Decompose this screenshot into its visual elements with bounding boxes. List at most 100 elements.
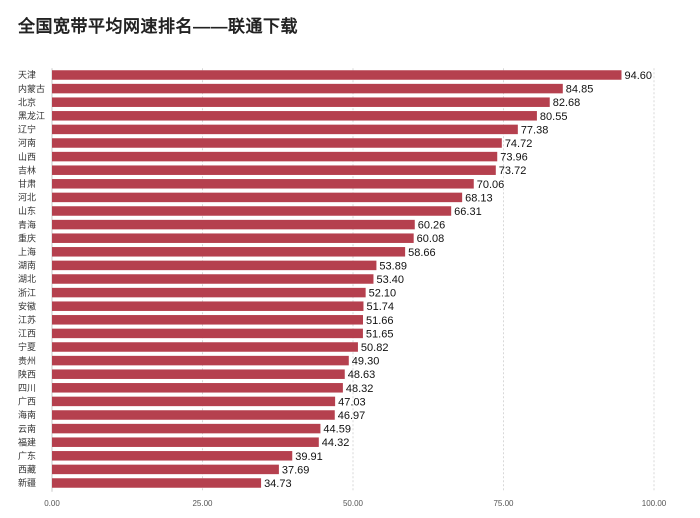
x-tick-label: 100.00 xyxy=(642,499,667,508)
value-label: 39.91 xyxy=(295,451,323,463)
bar xyxy=(52,410,335,420)
value-label: 34.73 xyxy=(264,478,292,490)
category-label: 四川 xyxy=(18,384,36,394)
value-label: 60.08 xyxy=(417,233,445,245)
category-label: 浙江 xyxy=(18,287,36,299)
category-label: 河南 xyxy=(18,137,36,149)
bar xyxy=(52,233,414,243)
bar xyxy=(52,260,377,271)
category-label: 青海 xyxy=(18,219,36,231)
value-label: 66.31 xyxy=(454,206,482,218)
value-label: 50.82 xyxy=(361,342,389,354)
category-label: 山东 xyxy=(18,205,36,217)
category-label: 江西 xyxy=(18,329,36,340)
category-label: 甘肃 xyxy=(18,178,36,190)
bar xyxy=(52,342,358,352)
bar xyxy=(52,315,363,325)
category-label: 海南 xyxy=(18,409,36,421)
category-label: 陕西 xyxy=(18,368,36,380)
value-label: 49.30 xyxy=(352,356,380,368)
bar xyxy=(52,287,366,298)
category-label: 安徽 xyxy=(18,300,36,312)
category-label: 北京 xyxy=(18,96,36,108)
value-label: 58.66 xyxy=(408,247,436,259)
chart-title: 全国宽带平均网速排名——联通下载 xyxy=(18,17,298,36)
bar xyxy=(52,179,474,189)
value-label: 70.06 xyxy=(477,179,505,191)
category-label: 广东 xyxy=(18,450,36,462)
x-tick-label: 0.00 xyxy=(44,499,60,508)
category-label: 云南 xyxy=(18,423,36,435)
category-label: 上海 xyxy=(18,246,36,258)
label-layer: 0.00 25.00 50.00 75.00 100.00 天津 94.60 内蒙古 84.85… xyxy=(18,70,667,508)
value-label: 51.66 xyxy=(366,315,394,327)
bar xyxy=(52,247,406,257)
x-tick-label: 25.00 xyxy=(192,499,213,508)
category-label: 山西 xyxy=(18,152,36,163)
value-label: 44.59 xyxy=(323,424,351,436)
category-label: 内蒙古 xyxy=(18,83,45,95)
category-label: 河北 xyxy=(18,192,36,204)
x-tick-label: 50.00 xyxy=(343,499,364,508)
bar xyxy=(52,165,496,175)
value-label: 37.69 xyxy=(282,464,310,476)
category-label: 新疆 xyxy=(18,477,36,489)
value-label: 53.40 xyxy=(376,274,404,286)
bar xyxy=(52,192,463,203)
value-label: 68.13 xyxy=(465,192,493,204)
bar xyxy=(52,124,518,135)
bar xyxy=(52,301,364,311)
value-label: 84.85 xyxy=(566,84,594,96)
value-label: 77.38 xyxy=(521,124,549,136)
category-label: 贵州 xyxy=(18,355,36,367)
value-label: 73.72 xyxy=(499,165,527,177)
bar-layer xyxy=(52,70,622,488)
value-label: 48.32 xyxy=(346,383,374,395)
value-label: 44.32 xyxy=(322,437,350,449)
bar xyxy=(52,478,262,488)
bar xyxy=(52,83,563,94)
value-label: 53.89 xyxy=(379,260,407,272)
category-label: 广西 xyxy=(18,396,36,408)
category-label: 吉林 xyxy=(18,164,36,176)
category-label: 福建 xyxy=(18,436,36,448)
bar xyxy=(52,423,321,434)
category-label: 湖北 xyxy=(18,274,36,285)
bar xyxy=(52,274,374,284)
value-label: 48.63 xyxy=(348,369,376,381)
category-label: 重庆 xyxy=(18,232,36,244)
value-label: 73.96 xyxy=(500,152,528,164)
bar xyxy=(52,111,537,121)
category-label: 湖南 xyxy=(18,260,36,272)
value-label: 46.97 xyxy=(338,410,366,422)
value-label: 47.03 xyxy=(338,396,366,408)
category-label: 天津 xyxy=(18,70,36,81)
category-label: 西藏 xyxy=(18,464,36,476)
bar xyxy=(52,369,345,379)
category-label: 辽宁 xyxy=(18,124,36,136)
value-label: 74.72 xyxy=(505,138,533,150)
value-label: 82.68 xyxy=(553,97,581,109)
bar xyxy=(52,97,550,107)
bar xyxy=(52,396,336,407)
category-label: 江苏 xyxy=(18,314,36,326)
bar xyxy=(52,151,498,162)
value-label: 94.60 xyxy=(624,70,652,82)
bar xyxy=(52,383,343,393)
bar xyxy=(52,328,363,339)
value-label: 51.74 xyxy=(366,301,394,313)
category-label: 黑龙江 xyxy=(18,110,45,122)
value-label: 60.26 xyxy=(418,220,446,232)
bar xyxy=(52,70,622,80)
bar xyxy=(52,355,349,366)
value-label: 80.55 xyxy=(540,111,568,123)
category-label: 宁夏 xyxy=(18,341,36,353)
bar xyxy=(52,219,415,230)
bar xyxy=(52,437,319,447)
bar xyxy=(52,464,279,475)
bar xyxy=(52,451,293,461)
value-label: 52.10 xyxy=(369,288,397,300)
value-label: 51.65 xyxy=(366,328,394,340)
bar xyxy=(52,138,502,148)
